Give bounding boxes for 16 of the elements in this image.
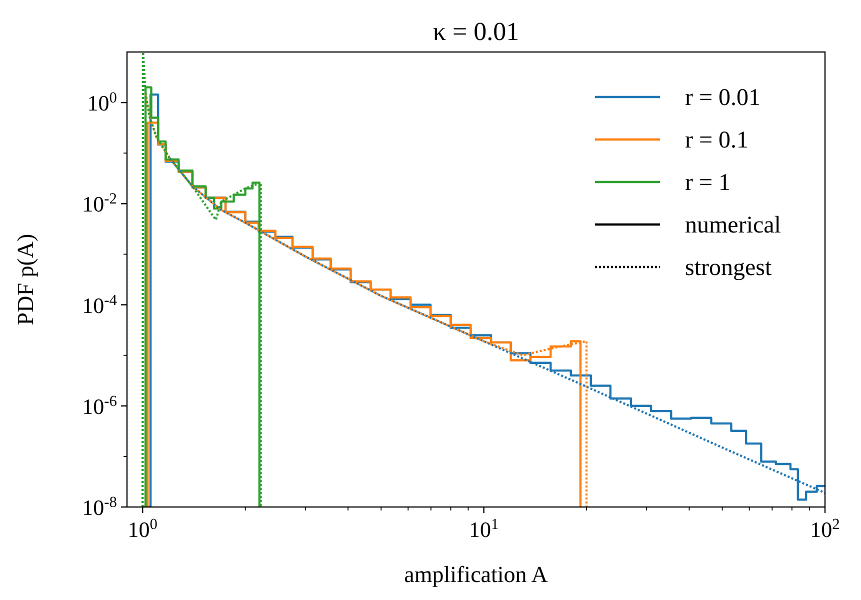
y-tick-label: 10$^{-8}$ <box>82 494 118 520</box>
chart-title: κ = 0.01 <box>432 17 520 46</box>
legend-label: numerical <box>685 212 782 238</box>
y-tick-label: 10$^{-4}$ <box>82 291 118 318</box>
legend-label: r = 1 <box>685 170 731 196</box>
legend-label: strongest <box>685 255 772 281</box>
x-tick-label: 10$^{1}$ <box>468 516 499 542</box>
y-tick-label: 10$^{-6}$ <box>82 392 118 419</box>
x-axis-title: amplification A <box>404 562 548 587</box>
legend-label: r = 0.1 <box>685 128 749 154</box>
y-tick-label: 10$^{-2}$ <box>82 190 117 217</box>
x-tick-label: 10$^{0}$ <box>128 516 158 542</box>
y-tick-label: 10$^{0}$ <box>87 89 118 116</box>
x-tick-label: 10$^{2}$ <box>810 516 840 542</box>
legend-label: r = 0.01 <box>685 85 761 111</box>
y-axis-title: PDF p(A) <box>13 234 38 326</box>
